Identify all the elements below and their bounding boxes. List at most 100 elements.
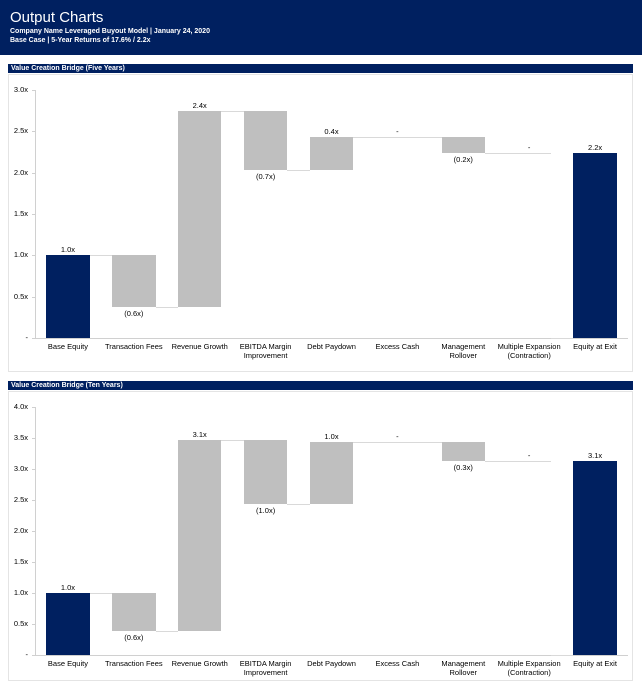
tick-mark: [32, 296, 35, 298]
connector: [221, 440, 244, 442]
data-label: -: [527, 142, 531, 152]
data-label: 1.0x: [60, 583, 76, 592]
y-tick-label: 1.5x: [13, 557, 28, 566]
connector: [287, 503, 310, 505]
data-label: 3.1x: [192, 430, 207, 440]
tick-mark: [32, 90, 35, 91]
data-label: (0.3x): [453, 462, 473, 472]
y-tick-label: 2.5x: [13, 495, 28, 504]
y-tick-label: 2.0x: [13, 526, 28, 535]
x-tick-label: Base Equity: [47, 659, 88, 668]
connector: [287, 170, 310, 172]
x-tick-label: Transaction Fees: [104, 659, 163, 668]
data-label: (0.7x): [256, 172, 276, 182]
chart-frame: [8, 391, 633, 681]
tick-mark: [32, 131, 35, 133]
connector: [419, 441, 442, 443]
y-axis: [35, 90, 36, 338]
bar: [441, 137, 486, 153]
connector: [155, 306, 178, 308]
bar: [177, 440, 222, 632]
header: Output Charts Company Name Leveraged Buy…: [0, 0, 642, 55]
bar: [46, 593, 90, 655]
chart-title: Value Creation Bridge (Five Years): [8, 64, 633, 73]
x-tick-label: Multiple Expansion (Contraction): [497, 659, 561, 677]
tick-mark: [32, 338, 35, 339]
connector: [89, 593, 113, 594]
data-label: -: [396, 127, 399, 137]
y-tick-label: 4.0x: [13, 402, 28, 411]
connector: [155, 631, 178, 633]
tick-mark: [32, 624, 35, 625]
x-tick-label: EBITDA Margin Improvement: [239, 659, 292, 677]
bar: [441, 441, 486, 461]
y-tick-label: 1.5x: [13, 209, 28, 218]
connector: [485, 460, 508, 462]
x-tick-label: Transaction Fees: [104, 342, 163, 351]
bar: [573, 460, 617, 655]
tick-mark: [32, 593, 35, 594]
x-tick-label: Excess Cash: [375, 659, 420, 668]
x-tick-label: Multiple Expansion (Contraction): [497, 342, 561, 360]
y-tick-label: -: [25, 333, 29, 342]
x-tick-label: Excess Cash: [375, 342, 420, 351]
x-tick-label: Debt Paydown: [307, 342, 356, 351]
data-label: (0.6x): [124, 308, 144, 318]
y-tick-label: 0.5x: [13, 619, 28, 628]
data-label: 1.0x: [324, 431, 339, 441]
bar: [177, 110, 222, 307]
y-axis: [35, 407, 36, 655]
x-tick-label: Equity at Exit: [573, 659, 617, 668]
y-tick-label: 3.0x: [13, 464, 28, 473]
tick-mark: [32, 655, 35, 656]
data-label: 3.1x: [587, 450, 603, 460]
bar: [375, 441, 420, 443]
tick-mark: [32, 531, 35, 532]
x-tick-label: EBITDA Margin Improvement: [239, 342, 292, 360]
bar: [507, 152, 551, 154]
tick-mark: [32, 469, 35, 470]
tick-mark: [32, 500, 35, 501]
data-label: (1.0x): [256, 505, 276, 515]
x-axis: [35, 655, 628, 656]
x-tick-label: Revenue Growth: [171, 342, 228, 351]
bar: [112, 593, 156, 632]
bar: [243, 110, 288, 171]
tick-mark: [32, 172, 35, 174]
bar: [507, 460, 551, 462]
subtitle: Company Name Leveraged Buyout Model | Ja…: [10, 28, 210, 35]
data-label: (0.6x): [124, 633, 144, 643]
bar: [375, 137, 420, 139]
y-tick-label: 3.0x: [13, 85, 28, 94]
bar: [46, 255, 90, 338]
tick-mark: [32, 214, 35, 215]
tick-mark: [32, 407, 35, 408]
connector: [353, 441, 376, 443]
bar: [573, 152, 617, 338]
y-tick-label: 0.5x: [13, 291, 28, 301]
y-tick-label: 2.0x: [13, 167, 28, 177]
x-tick-label: Revenue Growth: [171, 659, 228, 668]
data-label: 1.0x: [60, 245, 76, 255]
x-tick-label: Debt Paydown: [307, 659, 356, 668]
data-label: 0.4x: [324, 127, 339, 137]
bar: [112, 255, 156, 307]
connector: [89, 255, 113, 257]
x-axis: [35, 338, 628, 339]
subtitle: Base Case | 5-Year Returns of 17.6% / 2.…: [10, 37, 151, 44]
chart-frame: [8, 74, 633, 372]
x-tick-label: Base Equity: [47, 342, 88, 351]
bar: [309, 137, 354, 171]
x-tick-label: Management Rollover: [441, 659, 486, 677]
data-label: -: [527, 450, 531, 460]
connector: [550, 338, 574, 339]
chart-title: Value Creation Bridge (Ten Years): [8, 381, 633, 390]
data-label: (0.2x): [453, 154, 473, 164]
connector: [419, 137, 442, 139]
data-label: 2.2x: [587, 142, 603, 152]
bar: [309, 441, 354, 504]
x-tick-label: Equity at Exit: [573, 342, 617, 351]
tick-mark: [32, 562, 35, 563]
tick-mark: [32, 438, 35, 439]
